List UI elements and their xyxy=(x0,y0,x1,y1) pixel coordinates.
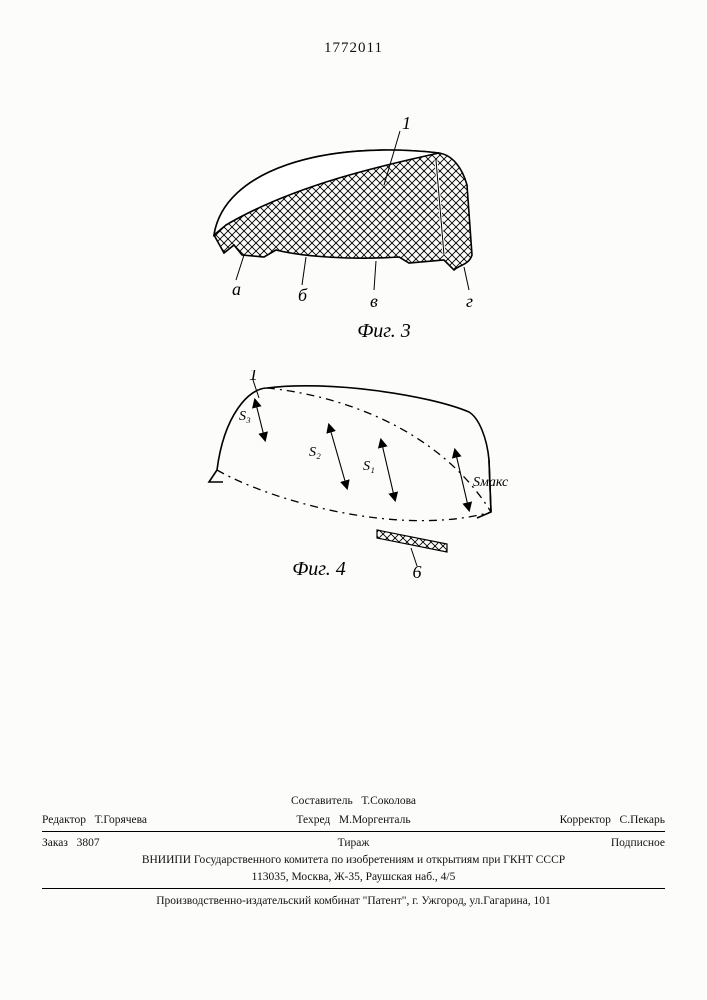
compiler-label: Составитель xyxy=(291,795,353,807)
fig3-label-v: в xyxy=(370,291,378,311)
tech-label: Техред xyxy=(296,814,330,826)
fig3-caption: Фиг. 3 xyxy=(357,320,411,342)
publisher: Производственно-издательский комбинат "П… xyxy=(42,893,665,910)
patent-page: 1772011 xyxy=(0,0,707,1000)
figure-4-svg: 1 S₃ S₂ S₁ Sмакс 6 Фиг. 4 xyxy=(179,370,529,600)
fig4-label-6: 6 xyxy=(412,562,421,582)
figure-3: 1 а б в г Фиг. 3 xyxy=(0,115,707,345)
corrector-name: С.Пекарь xyxy=(620,814,665,826)
editor-name: Т.Горячева xyxy=(95,814,147,826)
figure-4: 1 S₃ S₂ S₁ Sмакс 6 Фиг. 4 xyxy=(0,370,707,600)
fig4-label-1: 1 xyxy=(249,370,258,384)
fig4-label-smax: Sмакс xyxy=(473,475,509,490)
fig4-label-s3: S₃ xyxy=(239,409,251,424)
order-label: Заказ xyxy=(42,837,68,849)
fig3-label-1: 1 xyxy=(402,115,411,133)
fig3-label-g: г xyxy=(466,291,473,311)
fig3-label-a: а xyxy=(232,279,241,299)
figure-3-svg: 1 а б в г Фиг. 3 xyxy=(184,115,524,345)
compiler-name: Т.Соколова xyxy=(361,795,416,807)
tirazh: Тираж xyxy=(338,837,370,849)
editor-label: Редактор xyxy=(42,814,86,826)
fig4-label-s2: S₂ xyxy=(309,445,321,460)
org: ВНИИПИ Государственного комитета по изоб… xyxy=(42,852,665,869)
fig3-label-b: б xyxy=(298,285,308,305)
fig4-caption: Фиг. 4 xyxy=(292,558,346,580)
imprint-block: Составитель Т.Соколова Редактор Т.Горяче… xyxy=(42,793,665,910)
corrector-label: Корректор xyxy=(560,814,611,826)
address: 113035, Москва, Ж-35, Раушская наб., 4/5 xyxy=(42,869,665,886)
order-no: 3807 xyxy=(77,837,100,849)
doc-number: 1772011 xyxy=(0,40,707,57)
signed: Подписное xyxy=(611,837,665,849)
fig4-label-s1: S₁ xyxy=(363,459,375,474)
tech-name: М.Моргенталь xyxy=(339,814,411,826)
